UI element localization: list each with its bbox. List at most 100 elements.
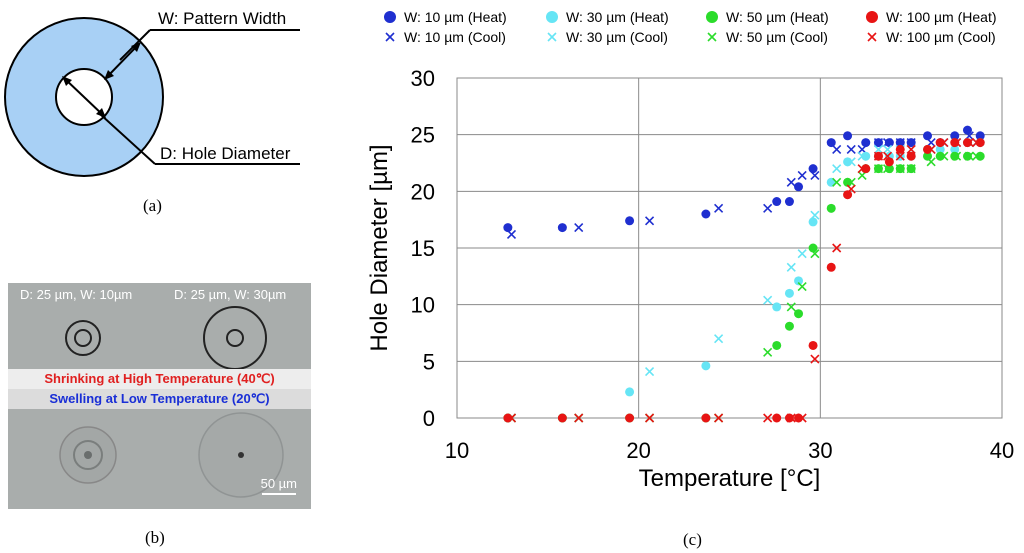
- data-point: [950, 131, 960, 141]
- data-point: [797, 249, 807, 259]
- width-arrowhead-end: [131, 42, 141, 52]
- data-point: [935, 144, 945, 154]
- data-point: [882, 151, 893, 161]
- scale-bar: 50 µm: [261, 476, 297, 495]
- data-point: [832, 144, 842, 154]
- data-point: [701, 361, 711, 371]
- data-point: [625, 216, 635, 226]
- data-point: [873, 164, 884, 174]
- width-arrowhead-start: [104, 70, 114, 80]
- data-point: [714, 413, 724, 423]
- right-pattern-label: D: 25 µm, W: 30µm: [174, 287, 287, 302]
- data-point: [786, 262, 796, 272]
- y-tick-label: 0: [423, 406, 435, 431]
- data-point: [714, 203, 724, 213]
- data-point: [784, 288, 794, 298]
- swell-banner: Swelling at Low Temperature (20℃): [8, 389, 311, 409]
- data-point: [906, 164, 916, 174]
- data-point: [843, 190, 853, 200]
- schematic-diagram: W: Pattern Width D: Hole Diameter: [4, 9, 300, 177]
- data-point: [772, 197, 782, 207]
- x-tick-label: 40: [990, 438, 1014, 463]
- legend-label: W: 50 µm (Heat): [726, 9, 829, 25]
- y-tick-label: 30: [411, 66, 435, 91]
- data-point: [784, 197, 794, 207]
- data-point: [895, 144, 905, 154]
- x-tick-label: 20: [626, 438, 650, 463]
- data-point: [763, 295, 773, 305]
- hot-large-ring-inner: [226, 329, 244, 347]
- caption-a: (a): [143, 196, 162, 215]
- data-point: [873, 144, 884, 154]
- data-point: [906, 144, 916, 154]
- data-point: [506, 229, 517, 239]
- data-point: [952, 138, 962, 148]
- data-point: [846, 157, 856, 167]
- data-point: [895, 151, 905, 161]
- data-point: [939, 138, 949, 148]
- data-point: [645, 413, 655, 423]
- cool-small-ring-mid: [73, 440, 103, 470]
- data-point: [772, 340, 782, 350]
- data-point: [972, 151, 982, 161]
- data-point: [843, 131, 853, 141]
- data-point: [832, 177, 842, 187]
- data-point: [574, 413, 584, 423]
- data-point: [701, 413, 711, 423]
- data-point: [557, 413, 567, 423]
- data-point: [832, 243, 842, 253]
- diameter-arrow: [63, 77, 105, 117]
- data-point: [926, 157, 936, 167]
- cool-small-hole: [84, 451, 92, 459]
- data-point: [975, 131, 985, 141]
- diameter-arrowhead-end: [96, 108, 106, 118]
- y-tick-label: 10: [411, 293, 435, 318]
- data-point: [972, 138, 982, 148]
- data-point: [950, 138, 960, 148]
- data-point: [826, 262, 836, 272]
- data-point: [810, 249, 820, 259]
- legend-label: W: 100 µm (Cool): [886, 29, 996, 45]
- hot-small-ring-inner: [74, 329, 92, 347]
- data-point: [810, 210, 820, 220]
- data-point: [873, 151, 884, 161]
- data-point: [797, 281, 807, 292]
- legend-marker: [547, 32, 557, 42]
- data-point: [832, 164, 842, 174]
- data-point: [846, 184, 856, 194]
- data-point: [808, 164, 818, 174]
- data-point: [763, 347, 773, 357]
- micrograph-patterns: [59, 306, 284, 498]
- data-point: [808, 217, 818, 227]
- data-point: [574, 223, 584, 233]
- diameter-leader-line: [99, 113, 156, 165]
- y-axis-label: Hole Diameter [µm]: [366, 144, 393, 351]
- legend-label: W: 30 µm (Cool): [566, 29, 668, 45]
- data-point: [810, 170, 820, 181]
- data-point: [784, 321, 794, 331]
- data-point: [794, 276, 804, 286]
- legend-label: W: 100 µm (Heat): [886, 9, 997, 25]
- data-point: [895, 138, 905, 148]
- data-point: [701, 209, 711, 219]
- data-point: [786, 413, 796, 423]
- data-point: [906, 138, 916, 148]
- plot-frame: [456, 77, 1003, 419]
- x-tick-label: 10: [445, 438, 469, 463]
- data-point: [772, 413, 782, 423]
- legend-label: W: 10 µm (Heat): [404, 9, 507, 25]
- data-point: [794, 309, 804, 319]
- x-axis-label: Temperature [°C]: [639, 465, 821, 492]
- data-point: [763, 203, 773, 213]
- data-point: [797, 413, 807, 423]
- data-point: [923, 151, 933, 161]
- data-point: [763, 413, 773, 423]
- data-point: [503, 223, 513, 233]
- data-point: [962, 151, 972, 161]
- data-point: [645, 366, 655, 377]
- legend-marker: [867, 32, 877, 42]
- data-point: [786, 177, 796, 187]
- caption-b: (b): [145, 528, 165, 547]
- data-point: [884, 138, 894, 148]
- data-point: [826, 203, 836, 213]
